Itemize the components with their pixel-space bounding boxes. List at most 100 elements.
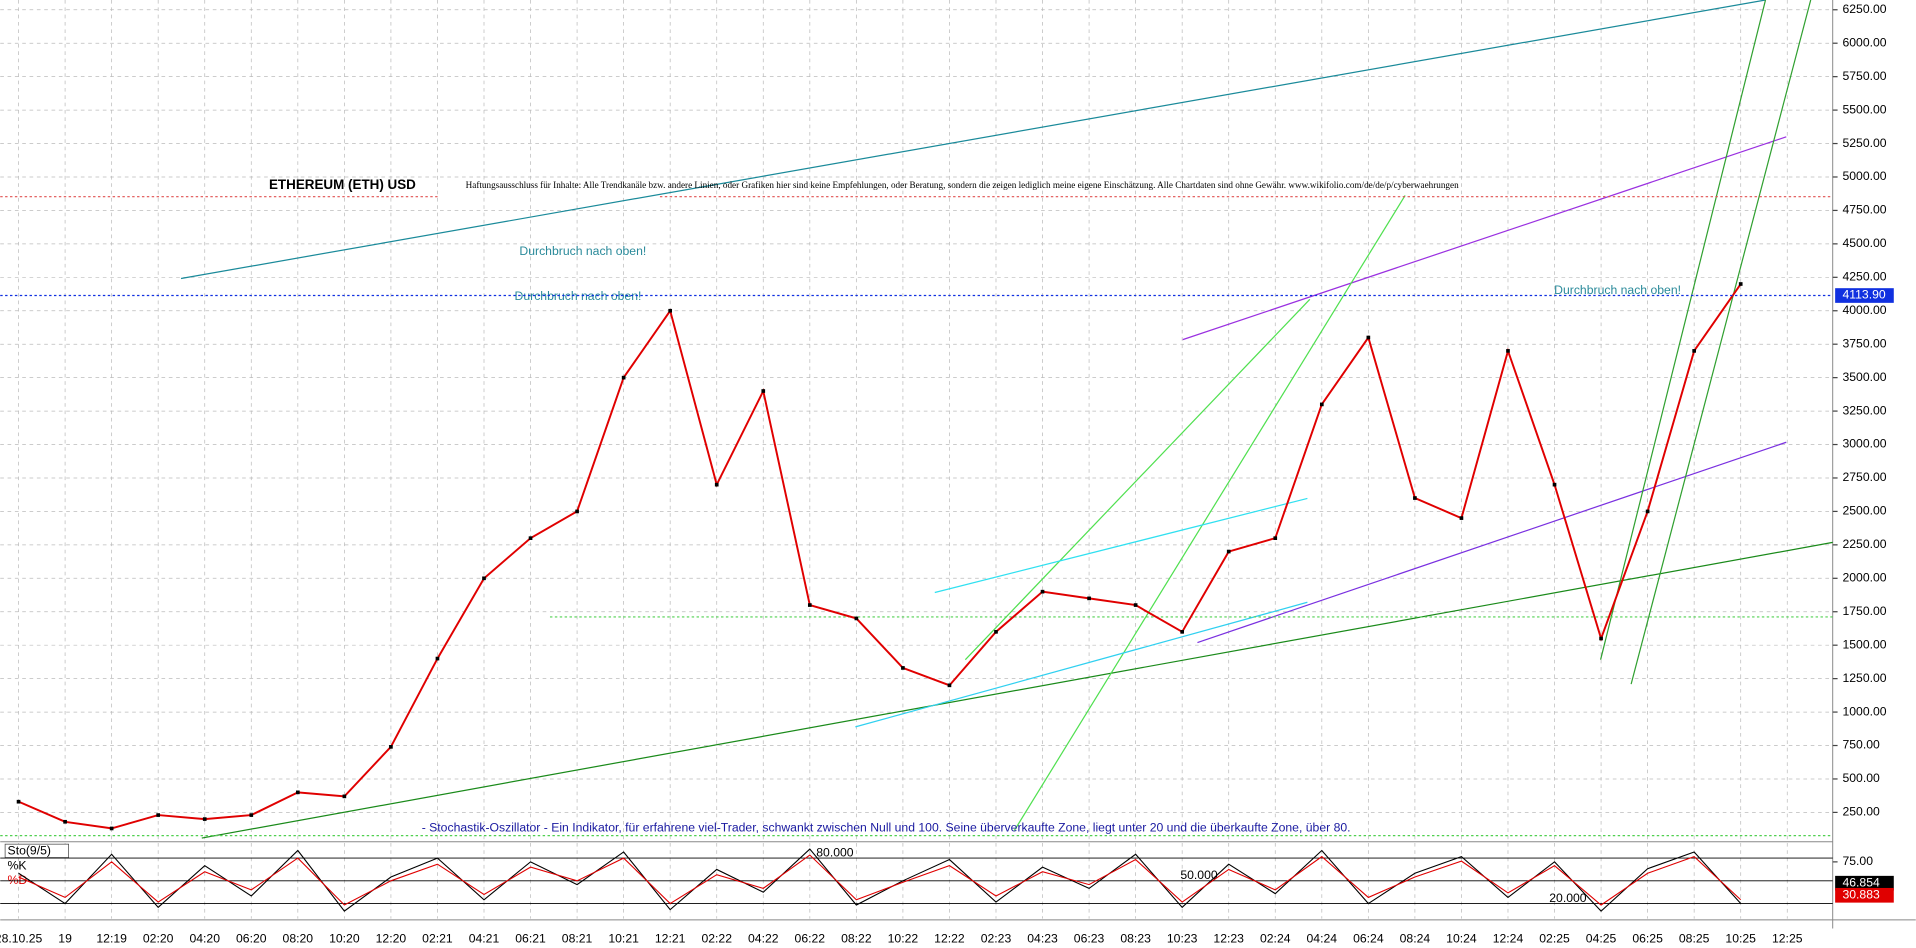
legend-entry: %D bbox=[8, 873, 28, 887]
x-tick-label: 12:19 bbox=[96, 932, 127, 946]
price-mark bbox=[109, 826, 114, 831]
x-tick-label: 02:20 bbox=[143, 932, 174, 946]
price-mark bbox=[668, 308, 673, 313]
x-tick-label: 12:23 bbox=[1213, 932, 1244, 946]
price-mark bbox=[761, 389, 766, 393]
y-tick-label: 6000.00 bbox=[1842, 35, 1886, 49]
price-mark bbox=[156, 813, 161, 817]
value-box bbox=[1835, 875, 1894, 891]
x-tick-label: 10:25 bbox=[1725, 932, 1756, 946]
value-label: 46.854 bbox=[1842, 875, 1880, 889]
y-tick-label: 750.00 bbox=[1842, 738, 1880, 752]
y-tick-label: 1750.00 bbox=[1842, 604, 1886, 618]
price-mark bbox=[1459, 516, 1464, 520]
disclaimer: Haftungsausschluss für Inhalte: Alle Tre… bbox=[466, 180, 1459, 190]
x-tick-label: 02:24 bbox=[1260, 932, 1291, 946]
last-price-label: 4113.90 bbox=[1842, 288, 1885, 302]
trend-line bbox=[934, 497, 1308, 594]
x-tick-label: 12:24 bbox=[1493, 932, 1524, 946]
price-mark bbox=[1506, 349, 1510, 353]
price-mark bbox=[1366, 335, 1371, 340]
price-mark bbox=[854, 616, 859, 621]
y-tick-label: 2000.00 bbox=[1842, 571, 1886, 585]
price-mark bbox=[994, 629, 998, 634]
price-mark bbox=[807, 603, 812, 607]
x-tick-label: 12:20 bbox=[376, 932, 407, 946]
y-tick-label: 4000.00 bbox=[1842, 303, 1886, 317]
trend-line bbox=[201, 541, 1833, 839]
stochastic-line bbox=[18, 848, 1742, 912]
x-tick-label: 04:24 bbox=[1307, 932, 1338, 946]
x-tick-label: 08:24 bbox=[1400, 932, 1431, 946]
price-mark bbox=[342, 794, 347, 799]
annotation: Durchbruch nach oben! bbox=[519, 244, 646, 258]
x-tick-label: 06:25 bbox=[1632, 932, 1663, 946]
x-tick-label: 12:22 bbox=[934, 932, 965, 946]
stochastic-line bbox=[18, 854, 1742, 906]
indicator-label: Sto(9/5) bbox=[8, 844, 51, 858]
level-label: 20.000 bbox=[1549, 891, 1587, 905]
price-mark bbox=[575, 509, 579, 514]
trend-line bbox=[964, 298, 1311, 661]
y-tick-label: 75.00 bbox=[1842, 854, 1873, 868]
price-mark bbox=[1087, 596, 1091, 601]
x-tick-label: 08:23 bbox=[1120, 932, 1151, 946]
x-tick-label: 06:24 bbox=[1353, 932, 1384, 946]
y-tick-label: 3750.00 bbox=[1842, 336, 1886, 350]
price-mark bbox=[1319, 402, 1324, 407]
price-mark bbox=[389, 745, 393, 749]
price-mark bbox=[1273, 536, 1278, 541]
price-mark bbox=[295, 790, 300, 795]
price-mark bbox=[16, 799, 21, 804]
x-tick-label: 08:21 bbox=[562, 932, 593, 946]
y-tick-label: 5250.00 bbox=[1842, 136, 1886, 150]
trend-line bbox=[1197, 441, 1787, 644]
price-mark bbox=[1552, 482, 1557, 487]
x-tick-label: 06:20 bbox=[236, 932, 267, 946]
annotation: Durchbruch nach oben! bbox=[1554, 283, 1681, 297]
trend-line bbox=[855, 601, 1308, 728]
last-price-box bbox=[1835, 288, 1894, 303]
y-tick-label: 3500.00 bbox=[1842, 370, 1886, 384]
trend-line bbox=[1599, 0, 1767, 660]
y-tick-label: 3250.00 bbox=[1842, 403, 1886, 417]
x-tick-label: 19 bbox=[58, 932, 72, 946]
indicator-box bbox=[4, 843, 70, 858]
x-tick-label: 02:21 bbox=[422, 932, 453, 946]
price-mark bbox=[435, 656, 440, 661]
price-mark bbox=[1692, 349, 1696, 353]
x-tick-label: 10:22 bbox=[888, 932, 919, 946]
x-tick-label: 12:25 bbox=[1772, 932, 1803, 946]
trend-line bbox=[1013, 195, 1406, 832]
price-mark bbox=[901, 666, 905, 670]
y-tick-label: 1500.00 bbox=[1842, 637, 1886, 651]
y-tick-label: 3000.00 bbox=[1842, 437, 1886, 451]
x-tick-label: 06:23 bbox=[1074, 932, 1105, 946]
price-mark bbox=[1180, 629, 1185, 634]
x-tick-label: 10:23 bbox=[1167, 932, 1198, 946]
price-mark bbox=[482, 576, 486, 581]
level-label: 50.000 bbox=[1180, 868, 1218, 882]
x-tick-label: 04:22 bbox=[748, 932, 779, 946]
x-tick-label: 06:22 bbox=[795, 932, 826, 946]
price-mark bbox=[621, 375, 626, 380]
y-tick-label: 500.00 bbox=[1842, 771, 1880, 785]
chart-title: ETHEREUM (ETH) USD bbox=[269, 177, 416, 192]
x-tick-label: 10:21 bbox=[608, 932, 639, 946]
x-tick-label: 04:25 bbox=[1586, 932, 1617, 946]
y-tick-label: 2750.00 bbox=[1842, 470, 1886, 484]
price-mark bbox=[1226, 549, 1231, 554]
price-mark bbox=[528, 536, 533, 541]
y-tick-label: 4750.00 bbox=[1842, 203, 1886, 217]
price-line bbox=[18, 283, 1742, 830]
x-tick-label: 04:23 bbox=[1027, 932, 1058, 946]
x-tick-label: 04:21 bbox=[469, 932, 500, 946]
level-label: 80.000 bbox=[816, 845, 854, 859]
price-mark bbox=[202, 817, 207, 821]
price-mark bbox=[947, 683, 952, 688]
y-tick-label: 4500.00 bbox=[1842, 236, 1886, 250]
legend-entry: %K bbox=[8, 858, 27, 872]
x-tick-label: 08:25 bbox=[1679, 932, 1710, 946]
